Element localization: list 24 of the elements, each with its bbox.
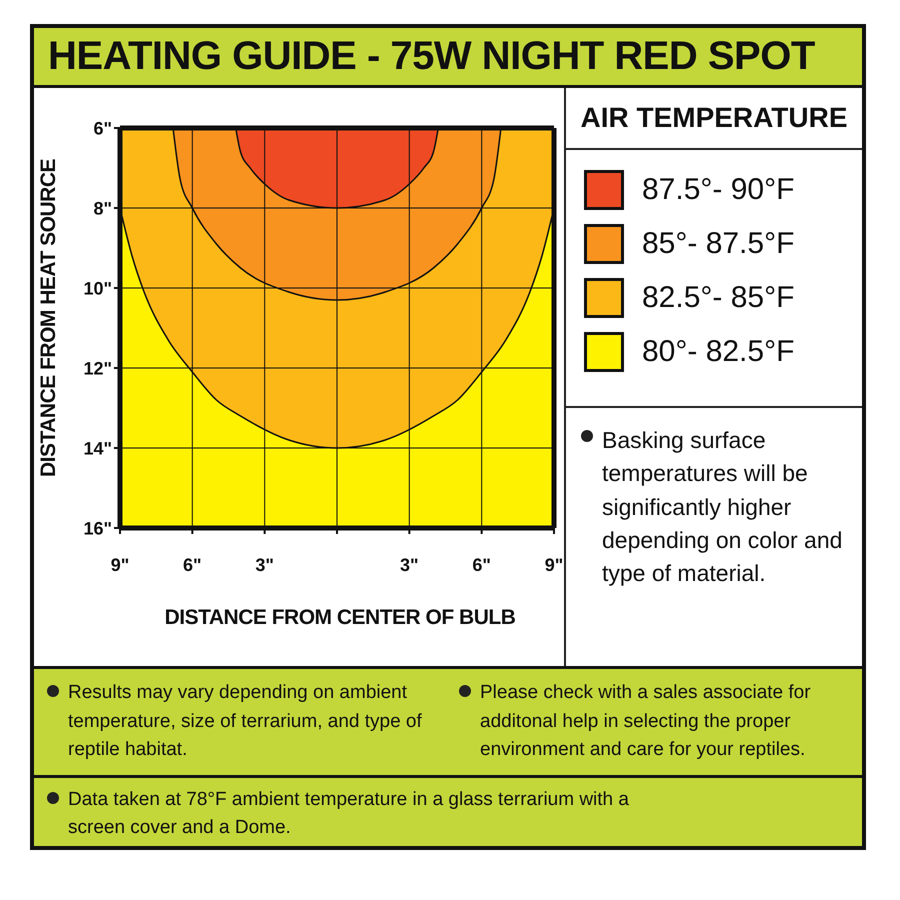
text: Data taken at 78°F ambient temperature in a glass terrarium with a screen cover and a Dome. bbox=[68, 788, 630, 840]
text: Please check with a sales associate for additonal help in selecting the proper environment and care for your reptiles. bbox=[480, 681, 812, 762]
x-tick-label: 9" bbox=[110, 554, 130, 575]
x-tick-label: 6" bbox=[183, 554, 202, 575]
legend-title: AIR TEMPERATURE bbox=[566, 88, 862, 150]
y-tick-label: 6" bbox=[93, 118, 112, 138]
y-tick-label: 8" bbox=[93, 198, 112, 218]
x-tick-label: 3" bbox=[400, 554, 419, 575]
x-tick-label: 3" bbox=[255, 554, 274, 575]
text: Basking surface temperatures will be significantly higher depending on color and type of material. bbox=[602, 426, 844, 588]
x-axis-title: DISTANCE FROM CENTER OF BULB bbox=[164, 606, 516, 630]
chart-title: HEATING GUIDE - 75W NIGHT RED SPOT bbox=[34, 28, 862, 88]
y-axis-title: DISTANCE FROM HEAT SOURCE bbox=[37, 158, 61, 478]
text: Results may vary depending on ambient temperature, size of terrarium, and type of reptile habitat. bbox=[68, 681, 423, 762]
legend-label: 82.5°- 85°F bbox=[642, 281, 794, 315]
x-tick-label: 6" bbox=[472, 554, 491, 575]
x-tick-label: 9" bbox=[544, 554, 564, 575]
y-tick-label: 16" bbox=[83, 518, 112, 538]
y-tick-label: 12" bbox=[83, 358, 112, 378]
y-tick-label: 10" bbox=[83, 278, 112, 298]
y-tick-label: 14" bbox=[83, 438, 112, 458]
legend-label: 87.5°- 90°F bbox=[642, 173, 794, 207]
legend-label: 85°- 87.5°F bbox=[642, 227, 794, 261]
legend-label: 80°- 82.5°F bbox=[642, 335, 794, 369]
